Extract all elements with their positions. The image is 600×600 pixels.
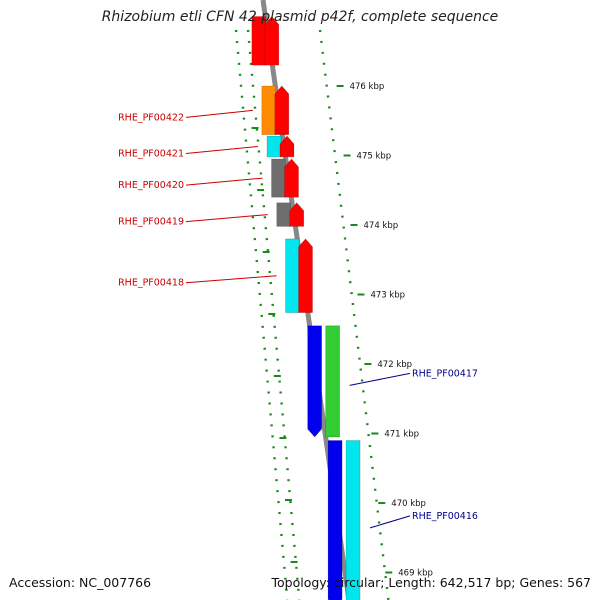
kbp-label-475: 475 kbp	[357, 152, 392, 162]
rhe-pf00416-label: RHE_PF00416	[412, 511, 478, 522]
kbp-label-474: 474 kbp	[364, 221, 399, 231]
rhe-pf00420-leader	[185, 177, 263, 186]
kbp-label-472: 472 kbp	[377, 360, 412, 370]
kbp-label-470: 470 kbp	[391, 499, 426, 509]
rhe-pf00419-gene-arrow	[289, 202, 305, 227]
rhe-pf00421-label: RHE_PF00421	[118, 148, 184, 159]
rhe-pf00422-leader	[185, 109, 253, 118]
rhe-pf00416-colored-block	[345, 440, 361, 600]
rhe-pf00417-colored-block	[325, 325, 340, 438]
rhe-pf00418-label: RHE_PF00418	[118, 278, 184, 289]
map-title: Rhizobium etli CFN 42 plasmid p42f, comp…	[101, 9, 499, 25]
rhe-pf00422-gene-arrow	[274, 85, 290, 135]
kbp-label-473: 473 kbp	[370, 291, 405, 301]
rhe-pf00422-colored-block	[261, 85, 277, 135]
rhe-pf00418-colored-block	[285, 238, 300, 313]
kbp-label-471: 471 kbp	[384, 430, 419, 440]
accession-text: Accession: NC_007766	[9, 575, 152, 590]
rhe-pf00419-leader	[185, 214, 268, 223]
rhe-pf00417-leader	[349, 372, 411, 386]
sequence-summary: Topology: circular; Length: 642,517 bp; …	[271, 575, 592, 590]
kbp-label-469: 469 kbp	[398, 569, 433, 579]
unlabeled-feature-7-gene-arrow	[264, 16, 280, 66]
inner-dotted-guide-left	[234, 29, 289, 600]
rhe-pf00419-colored-block	[276, 202, 292, 227]
gene-features	[251, 16, 361, 600]
rhe-pf00417-gene-arrow	[307, 325, 322, 438]
rhe-pf00420-label: RHE_PF00420	[118, 180, 184, 191]
rhe-pf00418-gene-arrow	[298, 238, 313, 313]
rhe-pf00421-gene-arrow	[279, 135, 295, 158]
rhe-pf00416-leader	[369, 515, 411, 529]
gene-labels: RHE_PF00422 RHE_PF00421 RHE_PF00420 RHE_PF0…	[118, 109, 478, 529]
rhe-pf00420-colored-block	[271, 158, 286, 198]
rhe-pf00416-gene-arrow	[327, 440, 343, 600]
rhe-pf00421-leader	[185, 145, 259, 154]
rhe-pf00418-leader	[185, 275, 277, 284]
rhe-pf00422-label: RHE_PF00422	[118, 112, 184, 123]
scale-ticks: 476 kbp 475 kbp 474 kbp 473 kbp 472 kbp 471 k…	[251, 82, 433, 579]
dotted-guides	[234, 29, 390, 600]
rhe-pf00420-gene-arrow	[284, 158, 299, 198]
rhe-pf00419-label: RHE_PF00419	[118, 217, 184, 228]
rhe-pf00417-label: RHE_PF00417	[412, 368, 478, 379]
rhe-pf00421-colored-block	[266, 135, 282, 158]
outer-dotted-guide	[318, 29, 390, 600]
kbp-label-476: 476 kbp	[350, 82, 385, 92]
